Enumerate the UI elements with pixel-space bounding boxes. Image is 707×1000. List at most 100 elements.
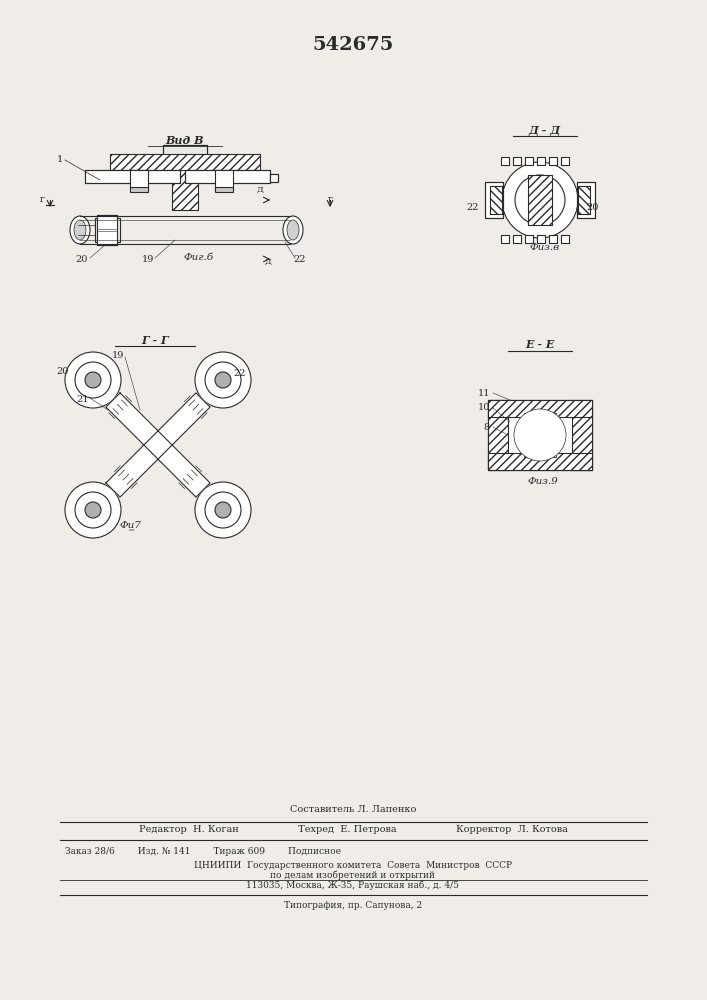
Text: Д: Д [264, 258, 271, 266]
Circle shape [518, 413, 562, 457]
Bar [524, 413, 556, 457]
Bar [488, 400, 508, 470]
Bar [97, 215, 117, 245]
Text: Д - Д: Д - Д [529, 124, 561, 135]
Bar [549, 235, 557, 243]
Circle shape [195, 482, 251, 538]
Text: Составитель Л. Лапенко: Составитель Л. Лапенко [290, 806, 416, 814]
Text: Физ.9: Физ.9 [527, 478, 559, 487]
Bar [485, 182, 503, 218]
Circle shape [143, 430, 173, 460]
Bar [95, 218, 120, 242]
Circle shape [215, 372, 231, 388]
Bar [561, 157, 569, 165]
Bar [270, 174, 278, 182]
Text: 1: 1 [57, 155, 63, 164]
Bar [185, 170, 270, 183]
Circle shape [515, 175, 565, 225]
Circle shape [528, 423, 552, 447]
Bar [130, 187, 148, 192]
Text: ЦНИИПИ  Государственного комитета  Совета  Министров  СССР: ЦНИИПИ Государственного комитета Совета … [194, 860, 512, 869]
Bar [577, 182, 595, 218]
Bar [561, 235, 569, 243]
Text: 22: 22 [234, 368, 246, 377]
Circle shape [518, 413, 562, 457]
Text: Д: Д [257, 186, 264, 194]
Circle shape [514, 409, 566, 461]
Bar [85, 170, 180, 183]
Text: 542675: 542675 [312, 36, 394, 54]
Text: 11: 11 [477, 388, 490, 397]
Bar [528, 175, 552, 225]
Bar [501, 157, 509, 165]
Bar [501, 235, 509, 243]
Text: 20: 20 [76, 255, 88, 264]
Bar [528, 175, 552, 225]
Text: 8: 8 [484, 422, 490, 432]
Bar [172, 155, 198, 210]
Bar [537, 235, 545, 243]
Bar [537, 157, 545, 165]
Text: 20: 20 [57, 367, 69, 376]
Bar [549, 235, 557, 243]
Ellipse shape [287, 220, 299, 240]
Polygon shape [106, 393, 210, 497]
Bar [110, 154, 260, 170]
Bar [513, 157, 521, 165]
Text: Е - Е: Е - Е [525, 340, 555, 351]
Circle shape [205, 492, 241, 528]
Bar [488, 400, 592, 470]
Bar [85, 170, 180, 183]
Text: 113035, Москва, Ж-35, Раушская наб., д. 4/5: 113035, Москва, Ж-35, Раушская наб., д. … [247, 880, 460, 890]
Ellipse shape [74, 220, 86, 240]
Circle shape [153, 440, 163, 450]
Bar [525, 157, 533, 165]
Text: 10: 10 [478, 403, 490, 412]
Text: Вид В: Вид В [165, 134, 204, 145]
Bar [490, 186, 502, 214]
Bar [488, 453, 592, 470]
Bar [490, 186, 502, 214]
Bar [485, 182, 503, 218]
Bar [488, 400, 592, 470]
Bar [501, 235, 509, 243]
Text: 22: 22 [293, 255, 306, 264]
Bar [513, 157, 521, 165]
Bar [215, 170, 233, 190]
Text: 20: 20 [587, 202, 600, 212]
Bar [561, 157, 569, 165]
Bar [163, 145, 207, 157]
Text: 22: 22 [467, 202, 479, 212]
Circle shape [75, 492, 111, 528]
Text: Типография, пр. Сапунова, 2: Типография, пр. Сапунова, 2 [284, 900, 422, 910]
Bar [525, 157, 533, 165]
Circle shape [65, 482, 121, 538]
Circle shape [85, 502, 101, 518]
Bar [501, 157, 509, 165]
Ellipse shape [283, 216, 303, 244]
Text: Г - Г: Г - Г [141, 334, 169, 346]
Bar [578, 186, 590, 214]
Bar [513, 235, 521, 243]
Bar [525, 235, 533, 243]
Circle shape [65, 352, 121, 408]
Bar [488, 400, 508, 470]
Text: Физ.в: Физ.в [530, 243, 560, 252]
Bar [110, 154, 260, 170]
Bar [488, 400, 592, 417]
Circle shape [75, 362, 111, 398]
Bar [572, 400, 592, 470]
Bar [549, 157, 557, 165]
Bar [488, 453, 592, 470]
Bar [215, 187, 233, 192]
Text: Фиг.б: Фиг.б [183, 253, 213, 262]
Circle shape [502, 162, 578, 238]
Bar [549, 157, 557, 165]
Text: г: г [327, 196, 332, 205]
Ellipse shape [70, 216, 90, 244]
Bar [185, 170, 270, 183]
Circle shape [150, 437, 166, 453]
Bar [537, 235, 545, 243]
Text: Заказ 28/6        Изд. № 141        Тираж 609        Подписное: Заказ 28/6 Изд. № 141 Тираж 609 Подписно… [65, 848, 341, 856]
Bar [163, 145, 207, 157]
